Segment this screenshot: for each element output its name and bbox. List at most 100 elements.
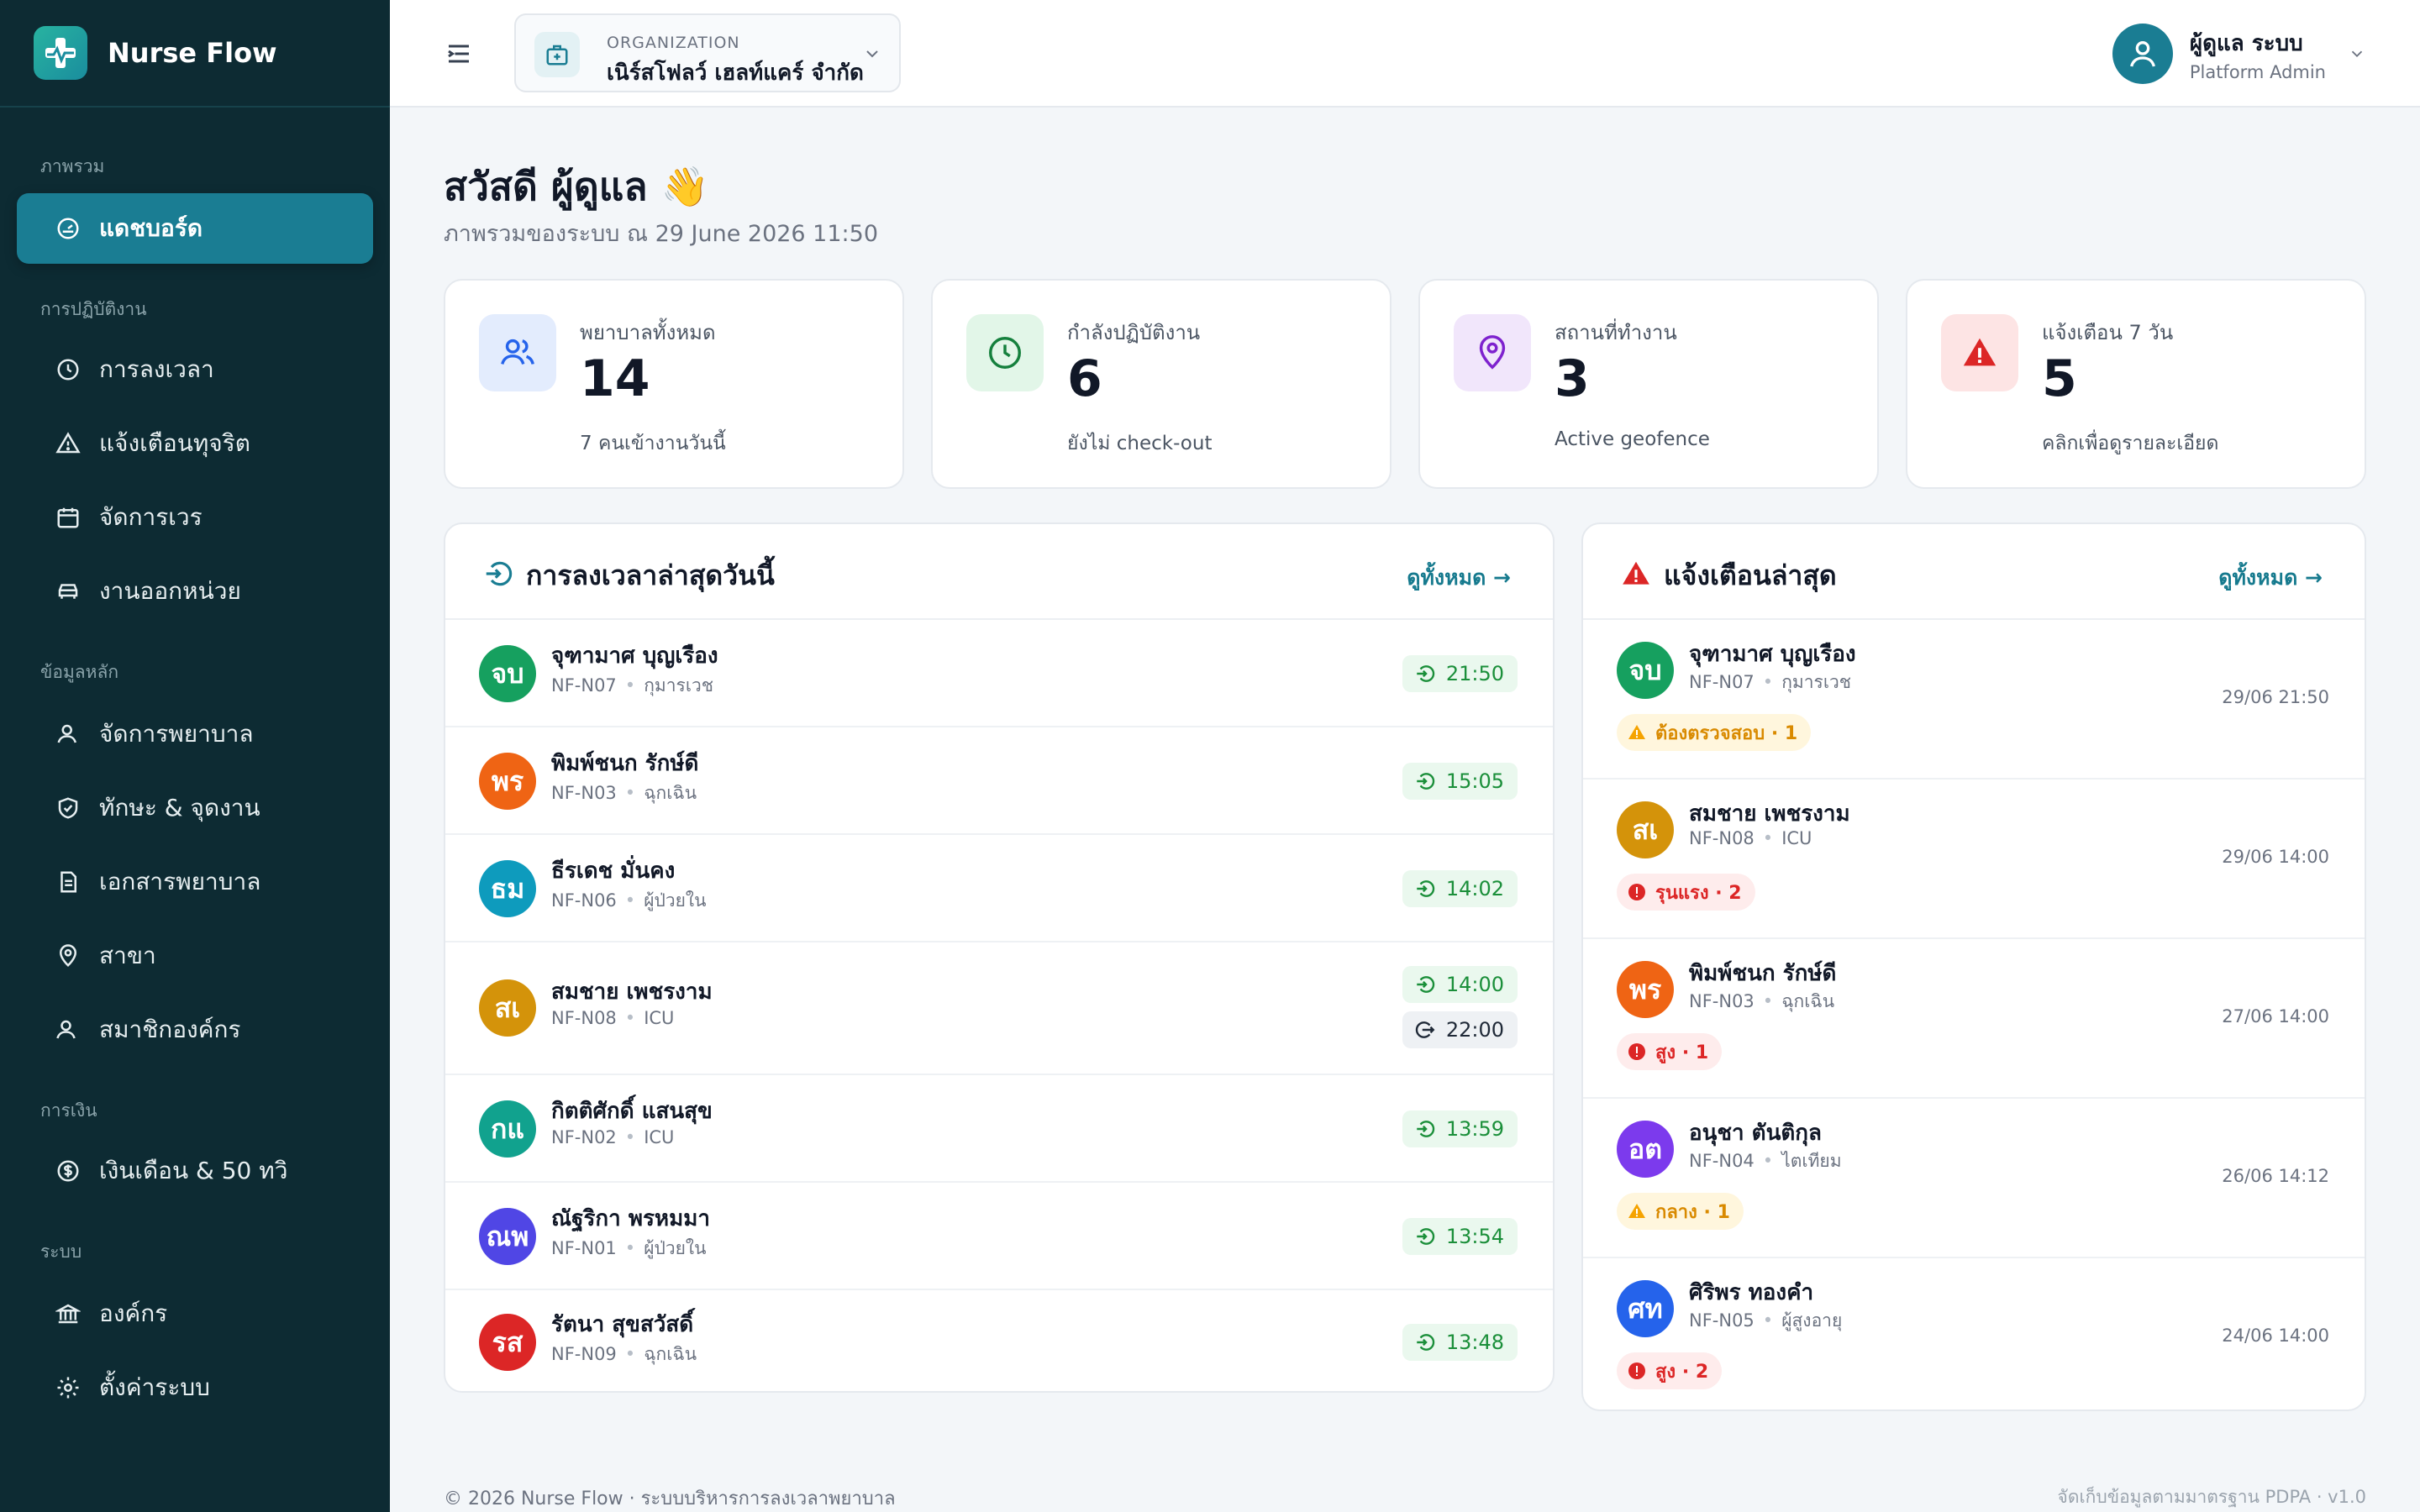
users-icon bbox=[56, 1020, 76, 1039]
brand-name: Nurse Flow bbox=[108, 37, 277, 69]
stat-label: พยาบาลทั้งหมด bbox=[580, 321, 716, 344]
footer-copyright: © 2026 Nurse Flow · ระบบบริหารการลงเวลาพ… bbox=[444, 1488, 896, 1509]
error-circle-icon bbox=[1628, 1043, 1645, 1060]
user-menu[interactable]: ผู้ดูแล ระบบ Platform Admin bbox=[2112, 22, 2366, 86]
sidebar-item-label: งานออกหน่วย bbox=[99, 577, 241, 605]
table-row[interactable]: ธม ธีรเดช มั่นคง NF-N06 • ผู้ป่วยใน 14:02 bbox=[445, 835, 1553, 942]
organization-switcher[interactable]: ORGANIZATION เนิร์สโฟลว์ เฮลท์แคร์ จำกัด bbox=[514, 13, 901, 92]
clock-icon bbox=[966, 314, 1044, 391]
checkin-time: 14:02 bbox=[1402, 870, 1518, 907]
stat-card-nurses[interactable]: พยาบาลทั้งหมด 14 7 คนเข้างานวันนี้ bbox=[444, 279, 904, 489]
alert-item[interactable]: พร พิมพ์ชนก รักษ์ดี NF-N03 • ฉุกเฉิน สูง ·… bbox=[1583, 939, 2365, 1099]
view-all-link[interactable]: ดูทั้งหมด → bbox=[2218, 565, 2323, 590]
table-row[interactable]: รส รัตนา สุขสวัสดิ์ NF-N09 • ฉุกเฉิน 13:48 bbox=[445, 1290, 1553, 1391]
nav-section-operations: การปฏิบัติงาน bbox=[40, 299, 147, 319]
sidebar-item-branches[interactable]: สาขา bbox=[17, 921, 373, 991]
nurse-name: จุฑามาศ บุญเรือง bbox=[551, 643, 718, 669]
sidebar-item-field-work[interactable]: งานออกหน่วย bbox=[17, 556, 373, 627]
sidebar-item-label: แจ้งเตือนทุจริต bbox=[99, 429, 250, 457]
alert-triangle-icon bbox=[55, 432, 81, 454]
nurse-name: สมชาย เพชรงาม bbox=[1689, 801, 1850, 827]
checkin-time: 13:59 bbox=[1402, 1110, 1518, 1147]
alert-item[interactable]: อต อนุชา ตันติกุล NF-N04 • ไตเทียม กลาง · … bbox=[1583, 1099, 2365, 1258]
sidebar-item-fraud-alerts[interactable]: แจ้งเตือนทุจริต bbox=[17, 408, 373, 479]
nurse-meta: NF-N03 • ฉุกเฉิน bbox=[551, 783, 697, 803]
avatar: ศท bbox=[1617, 1280, 1674, 1337]
bank-icon bbox=[55, 1304, 81, 1324]
nav-section-system: ระบบ bbox=[40, 1242, 82, 1262]
sidebar-item-documents[interactable]: เอกสารพยาบาล bbox=[17, 847, 373, 917]
stat-sub: ยังไม่ check-out bbox=[1067, 433, 1213, 454]
sidebar-item-label: เงินเดือน & 50 ทวิ bbox=[99, 1157, 288, 1184]
nurse-name: อนุชา ตันติกุล bbox=[1689, 1121, 1822, 1146]
nurse-meta: NF-N08 • ICU bbox=[1689, 828, 1812, 848]
severity-badge: สูง · 2 bbox=[1617, 1352, 1723, 1389]
sidebar-item-payroll[interactable]: เงินเดือน & 50 ทวิ bbox=[17, 1136, 373, 1206]
footer-version: จัดเก็บข้อมูลตามมาตรฐาน PDPA · v1.0 bbox=[2057, 1487, 2366, 1507]
table-row[interactable]: สเ สมชาย เพชรงาม NF-N08 • ICU 14:00 22:00 bbox=[445, 942, 1553, 1075]
sidebar-item-members[interactable]: สมาชิกองค์กร bbox=[17, 995, 373, 1065]
nurse-name: ศิริพร ทองคำ bbox=[1689, 1280, 1814, 1305]
car-icon bbox=[58, 584, 78, 599]
org-name: เนิร์สโฟลว์ เฮลท์แคร์ จำกัด bbox=[607, 60, 864, 86]
sidebar-item-timelog[interactable]: การลงเวลา bbox=[17, 334, 373, 405]
table-row[interactable]: ณพ ณัฐริกา พรหมมา NF-N01 • ผู้ป่วยใน 13:54 bbox=[445, 1183, 1553, 1290]
checkin-time: 13:54 bbox=[1402, 1218, 1518, 1255]
nav-section-finance: การเงิน bbox=[40, 1100, 97, 1121]
sidebar-item-nurses[interactable]: จัดการพยาบาล bbox=[17, 699, 373, 769]
document-icon bbox=[60, 871, 76, 893]
nurse-meta: NF-N06 • ผู้ป่วยใน bbox=[551, 890, 707, 911]
alert-item[interactable]: จบ จุฑามาศ บุญเรือง NF-N07 • กุมารเวช ต้อง… bbox=[1583, 620, 2365, 780]
sidebar-item-shifts[interactable]: จัดการเวร bbox=[17, 482, 373, 553]
view-all-link[interactable]: ดูทั้งหมด → bbox=[1407, 565, 1511, 590]
alert-date: 29/06 21:50 bbox=[2222, 687, 2329, 707]
recent-timelog-panel: การลงเวลาล่าสุดวันนี้ ดูทั้งหมด → จบ จุฑ… bbox=[444, 522, 1555, 1393]
stat-value: 14 bbox=[580, 349, 650, 408]
sidebar-item-dashboard[interactable]: แดชบอร์ด bbox=[17, 193, 373, 264]
nurse-meta: NF-N09 • ฉุกเฉิน bbox=[551, 1344, 697, 1364]
panel-header: แจ้งเตือนล่าสุด ดูทั้งหมด → bbox=[1583, 524, 2365, 620]
checkin-time: 15:05 bbox=[1402, 763, 1518, 800]
stat-label: สถานที่ทำงาน bbox=[1555, 321, 1677, 344]
stat-card-on-duty[interactable]: กำลังปฏิบัติงาน 6 ยังไม่ check-out bbox=[931, 279, 1392, 489]
error-circle-icon bbox=[1628, 884, 1645, 900]
sidebar-item-skills[interactable]: ทักษะ & จุดงาน bbox=[17, 773, 373, 843]
stat-label: แจ้งเตือน 7 วัน bbox=[2042, 321, 2174, 344]
brand[interactable]: Nurse Flow bbox=[0, 0, 390, 108]
medical-bag-icon bbox=[534, 32, 580, 77]
login-icon bbox=[1417, 773, 1435, 790]
table-row[interactable]: พร พิมพ์ชนก รักษ์ดี NF-N03 • ฉุกเฉิน 15:05 bbox=[445, 727, 1553, 835]
warning-triangle-icon bbox=[1628, 1204, 1645, 1218]
nurse-meta: NF-N01 • ผู้ป่วยใน bbox=[551, 1238, 707, 1258]
sidebar-item-organization[interactable]: องค์กร bbox=[17, 1278, 373, 1349]
alert-date: 29/06 14:00 bbox=[2222, 847, 2329, 867]
table-row[interactable]: จบ จุฑามาศ บุญเรือง NF-N07 • กุมารเวช 21:5… bbox=[445, 620, 1553, 727]
nurse-meta: NF-N07 • กุมารเวช bbox=[1689, 672, 1852, 692]
nurse-name: พิมพ์ชนก รักษ์ดี bbox=[1689, 961, 1837, 986]
panel-title: การลงเวลาล่าสุดวันนี้ bbox=[526, 559, 775, 591]
stat-sub: 7 คนเข้างานวันนี้ bbox=[580, 433, 726, 454]
nurse-name: สมชาย เพชรงาม bbox=[551, 979, 713, 1005]
table-row[interactable]: กแ กิตติศักดิ์ แสนสุข NF-N02 • ICU 13:59 bbox=[445, 1075, 1553, 1183]
menu-toggle-icon[interactable] bbox=[444, 39, 474, 69]
sidebar-item-label: ทักษะ & จุดงาน bbox=[99, 794, 260, 822]
stat-card-alerts[interactable]: แจ้งเตือน 7 วัน 5 คลิกเพื่อดูรายละเอียด bbox=[1906, 279, 2366, 489]
avatar: สเ bbox=[1617, 801, 1674, 858]
avatar: พร bbox=[1617, 961, 1674, 1018]
sidebar-item-label: องค์กร bbox=[99, 1299, 168, 1327]
avatar: จบ bbox=[1617, 642, 1674, 699]
nurse-meta: NF-N05 • ผู้สูงอายุ bbox=[1689, 1310, 1843, 1331]
sidebar-item-settings[interactable]: ตั้งค่าระบบ bbox=[17, 1352, 373, 1423]
stat-card-locations[interactable]: สถานที่ทำงาน 3 Active geofence bbox=[1418, 279, 1879, 489]
alert-item[interactable]: ศท ศิริพร ทองคำ NF-N05 • ผู้สูงอายุ สูง · … bbox=[1583, 1258, 2365, 1410]
stat-label: กำลังปฏิบัติงาน bbox=[1067, 321, 1201, 344]
avatar: ณพ bbox=[479, 1208, 536, 1265]
panel-title: แจ้งเตือนล่าสุด bbox=[1664, 559, 1837, 591]
nurse-meta: NF-N03 • ฉุกเฉิน bbox=[1689, 991, 1835, 1011]
login-icon bbox=[1417, 880, 1435, 897]
chevron-down-icon bbox=[2351, 50, 2363, 58]
avatar: จบ bbox=[479, 645, 536, 702]
sidebar-item-label: การลงเวลา bbox=[99, 355, 214, 383]
alert-item[interactable]: สเ สมชาย เพชรงาม NF-N08 • ICU รุนแรง · 2 2… bbox=[1583, 780, 2365, 939]
alert-date: 27/06 14:00 bbox=[2222, 1006, 2329, 1026]
